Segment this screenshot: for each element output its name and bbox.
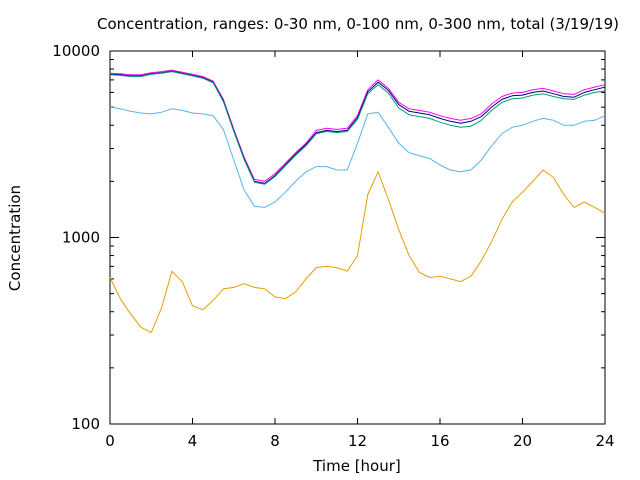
plot-frame (109, 50, 606, 425)
x-tick-label: 16 (430, 432, 449, 450)
x-tick-label: 24 (595, 432, 614, 450)
y-axis-label: Concentration (6, 185, 24, 291)
x-axis-label: Time [hour] (312, 457, 401, 475)
series-line-3 (109, 71, 606, 185)
y-tick-label: 10000 (52, 42, 100, 60)
y-tick-label: 100 (71, 415, 100, 433)
x-tick-label: 4 (188, 432, 198, 450)
x-tick-label: 12 (348, 432, 367, 450)
data-series-group (109, 69, 606, 333)
x-tick-label: 8 (270, 432, 280, 450)
y-axis-ticks: 100 1000 10000 (52, 42, 605, 433)
y-tick-label: 1000 (62, 229, 100, 247)
series-line-1 (109, 69, 606, 182)
x-tick-label: 0 (105, 432, 115, 450)
x-tick-label: 20 (513, 432, 532, 450)
series-line-4 (109, 106, 606, 208)
chart-title: Concentration, ranges: 0-30 nm, 0-100 nm… (97, 15, 619, 33)
x-axis-ticks: 0 4 8 12 16 20 24 (105, 51, 615, 450)
y-minor-ticks (110, 59, 605, 369)
series-line-5 (109, 169, 606, 333)
series-line-2 (109, 70, 606, 184)
